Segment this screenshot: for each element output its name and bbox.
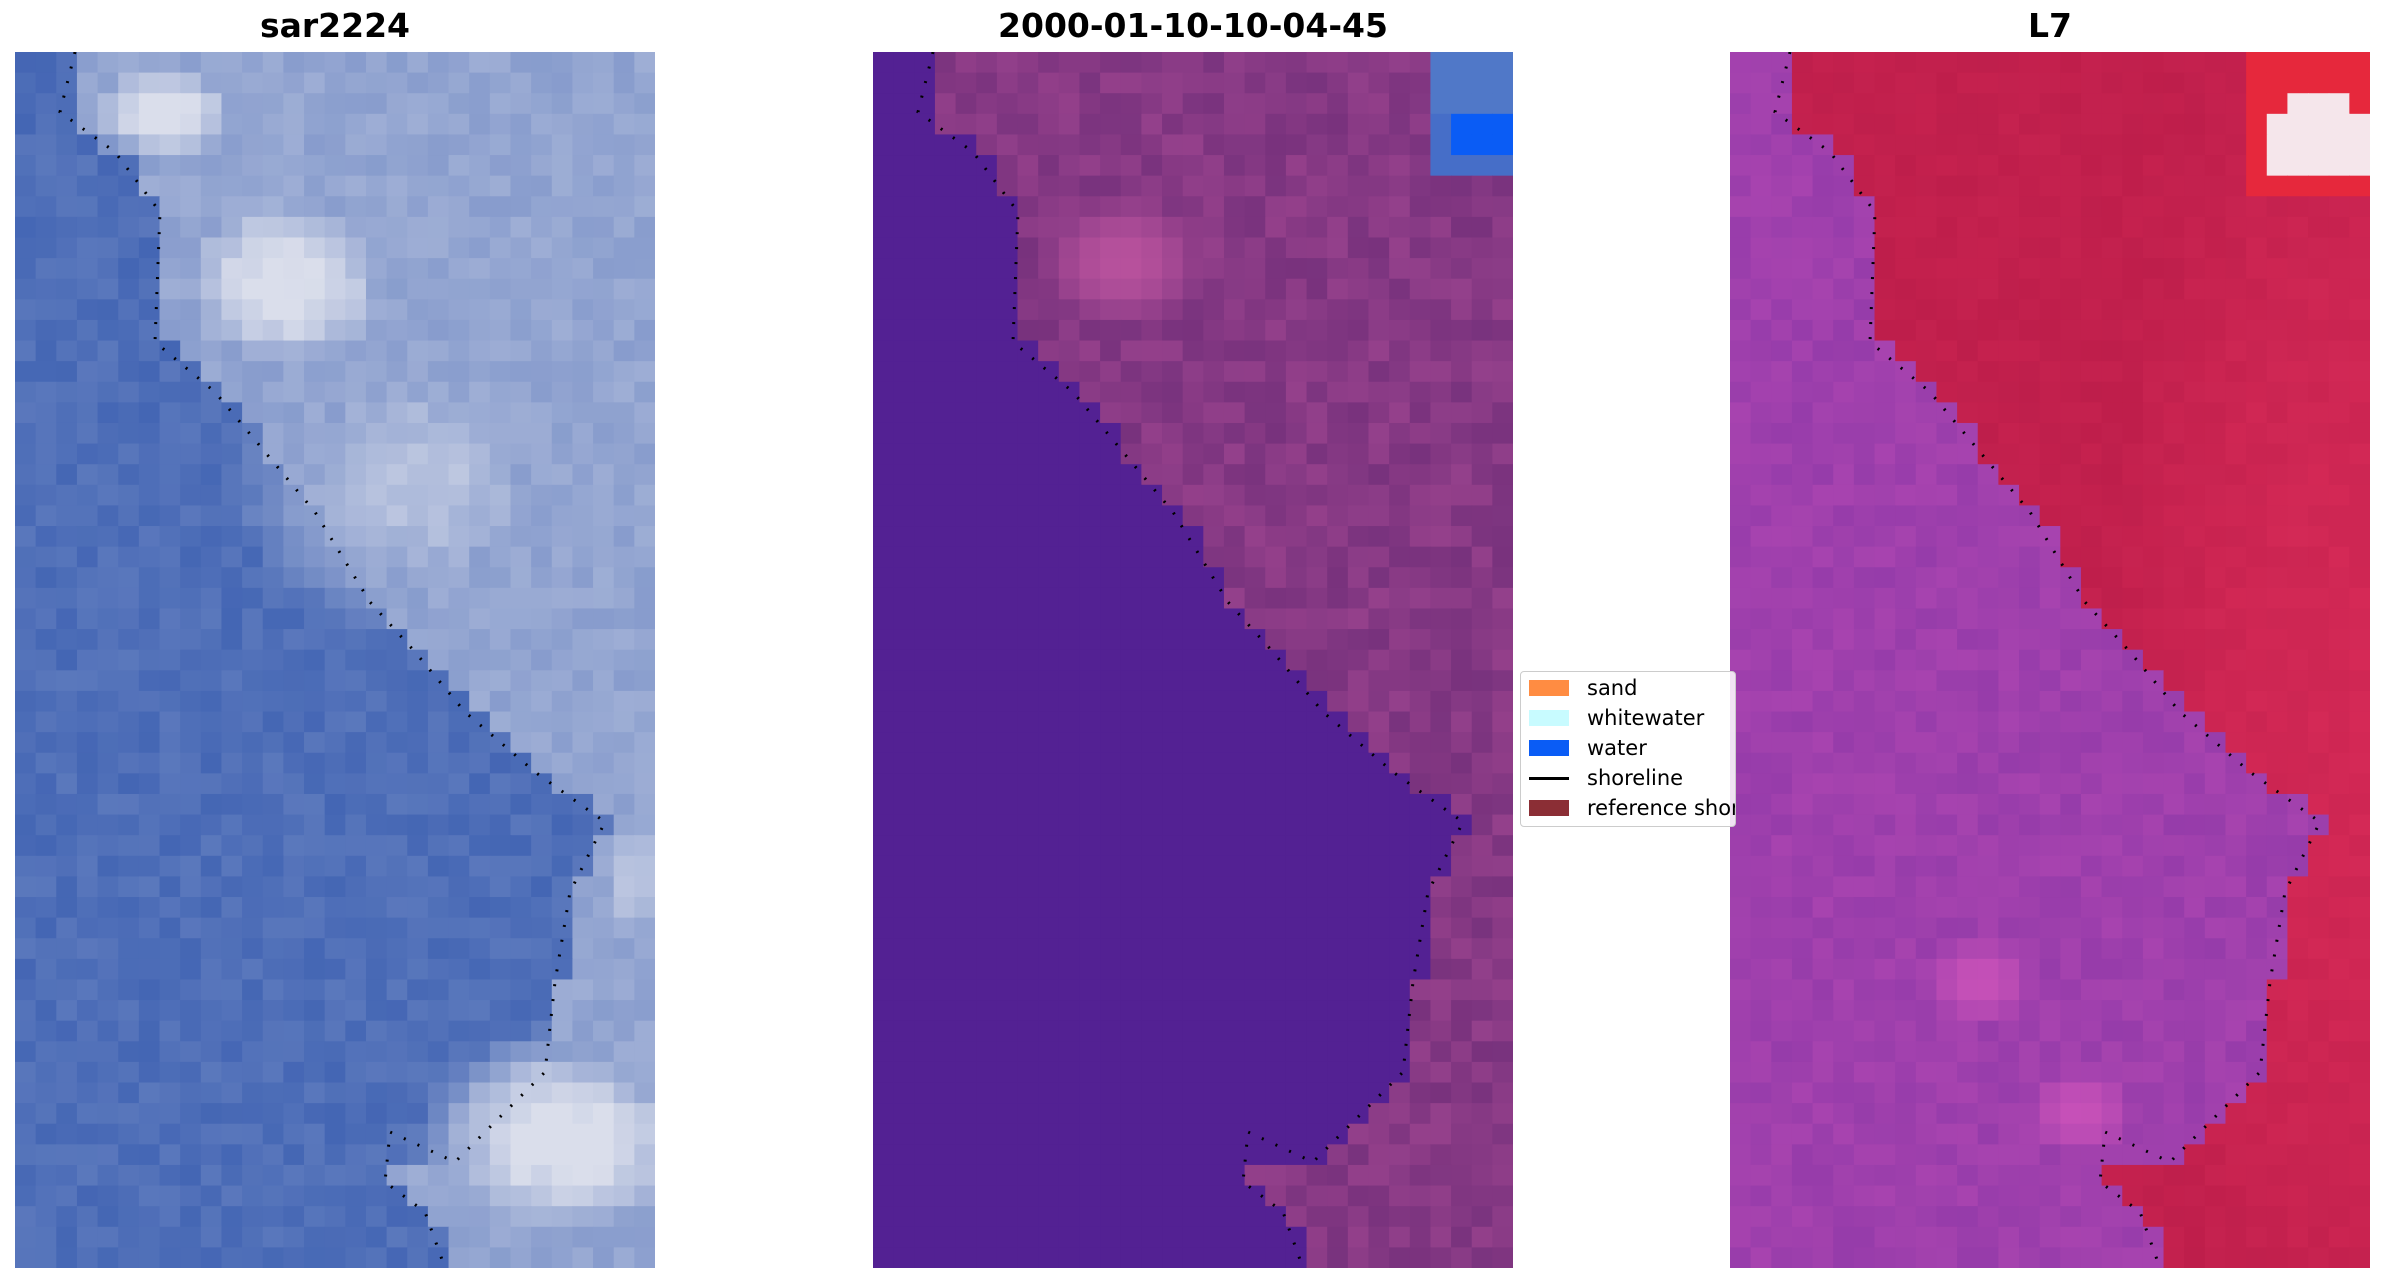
legend-label: water	[1587, 736, 1647, 760]
shoreline-line-swatch	[1529, 776, 1569, 780]
sand-swatch	[1529, 680, 1569, 696]
classified-image-panel	[873, 52, 1513, 1268]
legend: sand whitewater water shoreline referenc…	[1520, 671, 1736, 827]
panel-image	[15, 52, 655, 1268]
legend-label: whitewater	[1587, 706, 1705, 730]
legend-item-sand: sand	[1529, 675, 1637, 701]
panel-title-sar: sar2224	[259, 6, 411, 45]
legend-label: reference shoreline	[1587, 796, 1736, 820]
reference-shoreline-swatch	[1529, 800, 1569, 816]
legend-item-whitewater: whitewater	[1529, 705, 1704, 731]
legend-label: sand	[1587, 676, 1638, 700]
panel-title-l7: L7	[2028, 6, 2072, 45]
legend-item-water: water	[1529, 735, 1647, 761]
panel-title-date: 2000-01-10-10-04-45	[998, 6, 1388, 45]
falsecolor-image-panel	[1730, 52, 2370, 1268]
panel-image	[873, 52, 1513, 1268]
panel-image	[1730, 52, 2370, 1268]
legend-item-reference-shoreline: reference shoreline	[1529, 795, 1736, 821]
legend-item-shoreline: shoreline	[1529, 765, 1683, 791]
whitewater-swatch	[1529, 710, 1569, 726]
water-swatch	[1529, 740, 1569, 756]
legend-label: shoreline	[1587, 766, 1684, 790]
sar-image-panel	[15, 52, 655, 1268]
